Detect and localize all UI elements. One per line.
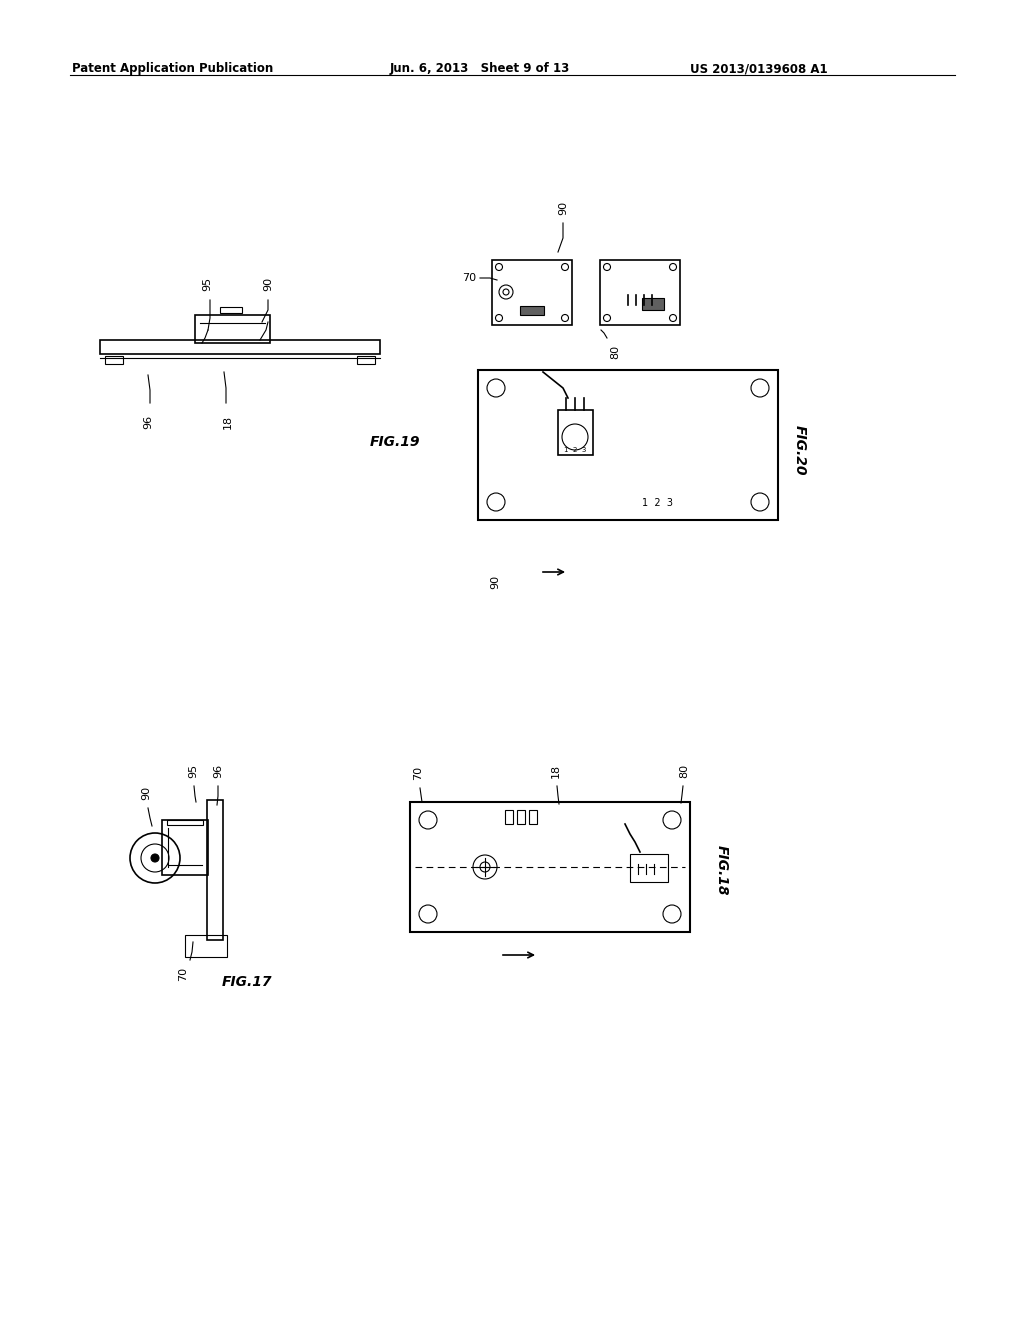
Text: FIG.20: FIG.20 bbox=[793, 425, 807, 475]
Bar bbox=[492, 260, 572, 325]
Text: 90: 90 bbox=[141, 785, 151, 800]
Bar bbox=[207, 800, 223, 940]
Text: 70: 70 bbox=[178, 968, 188, 981]
Text: 90: 90 bbox=[558, 201, 568, 215]
Bar bbox=[410, 803, 690, 932]
Bar bbox=[478, 370, 778, 520]
Text: 96: 96 bbox=[143, 414, 153, 429]
Text: FIG.18: FIG.18 bbox=[715, 845, 729, 895]
Bar bbox=[600, 260, 680, 325]
Bar bbox=[220, 308, 242, 313]
Text: Patent Application Publication: Patent Application Publication bbox=[72, 62, 273, 75]
Text: 96: 96 bbox=[213, 764, 223, 777]
Text: FIG.19: FIG.19 bbox=[370, 436, 421, 449]
Bar bbox=[505, 810, 513, 824]
Bar bbox=[195, 315, 270, 343]
Text: FIG.17: FIG.17 bbox=[222, 975, 272, 989]
Text: Jun. 6, 2013   Sheet 9 of 13: Jun. 6, 2013 Sheet 9 of 13 bbox=[390, 62, 570, 75]
Bar bbox=[529, 810, 537, 824]
Bar bbox=[105, 356, 123, 364]
Bar bbox=[642, 298, 664, 310]
Text: 18: 18 bbox=[223, 414, 233, 429]
Text: US 2013/0139608 A1: US 2013/0139608 A1 bbox=[690, 62, 827, 75]
Text: 1  2  3: 1 2 3 bbox=[642, 498, 674, 508]
Text: 90: 90 bbox=[490, 576, 500, 589]
Text: 18: 18 bbox=[551, 764, 561, 777]
Bar bbox=[185, 935, 227, 957]
Text: 95: 95 bbox=[188, 764, 198, 777]
Text: 70: 70 bbox=[462, 273, 476, 282]
Bar bbox=[167, 820, 203, 825]
Text: 95: 95 bbox=[202, 277, 212, 290]
Text: 1  2  3: 1 2 3 bbox=[564, 447, 586, 453]
Circle shape bbox=[151, 854, 159, 862]
Text: 70: 70 bbox=[413, 766, 423, 780]
Bar bbox=[162, 820, 208, 875]
Bar bbox=[630, 854, 668, 882]
Text: 80: 80 bbox=[679, 764, 689, 777]
Bar bbox=[558, 411, 593, 455]
Bar bbox=[517, 810, 525, 824]
Text: 80: 80 bbox=[610, 345, 620, 359]
Bar bbox=[520, 306, 544, 315]
Bar bbox=[100, 341, 380, 354]
Text: 90: 90 bbox=[263, 277, 273, 290]
Bar bbox=[357, 356, 375, 364]
